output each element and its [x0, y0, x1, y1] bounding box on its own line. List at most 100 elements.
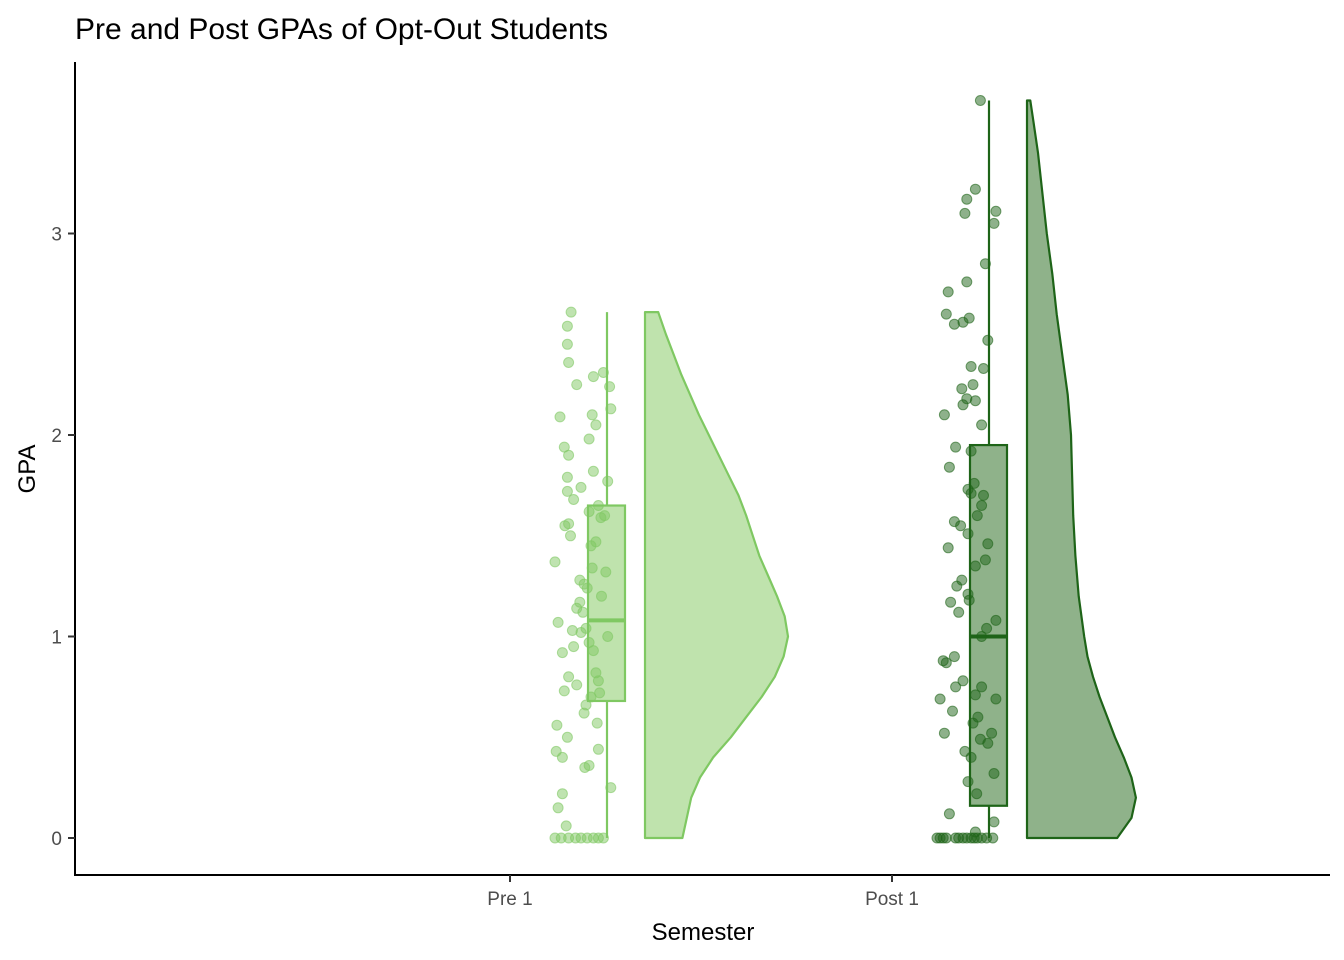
data-point [971, 788, 983, 800]
data-point [549, 556, 561, 568]
series-group [549, 306, 790, 844]
data-point [957, 675, 969, 687]
data-point [988, 816, 1000, 828]
data-point [586, 409, 598, 421]
data-point [942, 542, 954, 554]
data-point [982, 538, 994, 550]
data-point [990, 693, 1002, 705]
data-point [956, 383, 968, 395]
data-point [583, 433, 595, 445]
y-tick-label: 0 [51, 829, 62, 850]
x-axis-title: Semester [652, 919, 755, 946]
data-point [586, 562, 598, 574]
data-point [600, 566, 612, 578]
data-point [990, 205, 1002, 217]
data-point [568, 641, 580, 653]
data-point [981, 622, 993, 634]
data-point [571, 679, 583, 691]
data-point [959, 207, 971, 219]
data-point [961, 193, 973, 205]
y-tick-label: 1 [51, 628, 62, 649]
data-point [987, 832, 999, 844]
data-point [948, 516, 960, 528]
data-point [565, 530, 576, 542]
data-point [950, 681, 962, 693]
data-point [561, 338, 573, 350]
data-point [594, 687, 606, 699]
data-point [605, 782, 617, 794]
data-point [552, 802, 564, 814]
plot-area [549, 95, 1137, 844]
data-point [556, 788, 568, 800]
x-axis-ticks: Pre 1 Post 1 [487, 875, 919, 910]
data-point [988, 217, 1000, 229]
data-point [554, 411, 566, 423]
data-point [937, 655, 949, 667]
data-point [948, 651, 960, 663]
data-point [556, 647, 568, 659]
data-point [976, 500, 988, 511]
data-point [962, 528, 974, 540]
data-point [597, 832, 609, 844]
data-point [579, 762, 591, 773]
data-point [990, 614, 1002, 626]
data-point [947, 705, 958, 717]
data-point [956, 574, 968, 586]
y-tick-label: 2 [51, 426, 62, 447]
data-point [938, 409, 950, 421]
data-point [943, 808, 955, 820]
data-point [602, 475, 614, 487]
data-point [969, 183, 981, 195]
data-point [961, 393, 973, 405]
data-point [561, 471, 573, 483]
data-point [605, 403, 617, 415]
data-point [940, 832, 952, 844]
data-point [969, 826, 981, 838]
data-point [982, 334, 994, 346]
data-point [938, 727, 950, 739]
x-tick-label: Pre 1 [487, 889, 532, 910]
data-point [968, 477, 980, 489]
data-point [574, 574, 586, 586]
data-point [974, 95, 986, 106]
data-point [934, 693, 946, 705]
density-cloud [643, 310, 790, 840]
data-point [976, 419, 988, 431]
y-tick-label: 3 [51, 225, 62, 246]
data-point [950, 441, 962, 453]
density-cloud [1025, 99, 1137, 840]
data-point [969, 560, 981, 572]
data-point [602, 631, 614, 642]
data-point [959, 745, 971, 757]
data-point [574, 596, 586, 608]
data-point [986, 727, 998, 739]
data-point [592, 500, 604, 511]
data-point [978, 363, 989, 374]
data-point [962, 776, 974, 788]
data-point [560, 820, 572, 832]
data-point [550, 745, 562, 757]
data-point [558, 685, 570, 697]
data-point [942, 286, 954, 298]
data-point [587, 465, 599, 477]
data-point [940, 308, 952, 320]
series-group [931, 95, 1137, 844]
data-point [961, 276, 973, 288]
data-point [604, 381, 616, 393]
data-point [969, 689, 981, 701]
data-point [558, 441, 570, 453]
data-point [943, 461, 955, 473]
data-point [599, 510, 611, 522]
data-point [976, 681, 988, 693]
data-point [590, 667, 602, 679]
data-point [971, 510, 983, 522]
data-point [561, 485, 573, 497]
y-axis-ticks: 0 1 2 3 [51, 225, 75, 850]
data-point [561, 320, 573, 332]
data-point [945, 596, 957, 608]
data-point [978, 489, 989, 501]
data-point [566, 625, 578, 636]
data-point [963, 312, 975, 324]
y-axis-title: GPA [14, 445, 41, 494]
